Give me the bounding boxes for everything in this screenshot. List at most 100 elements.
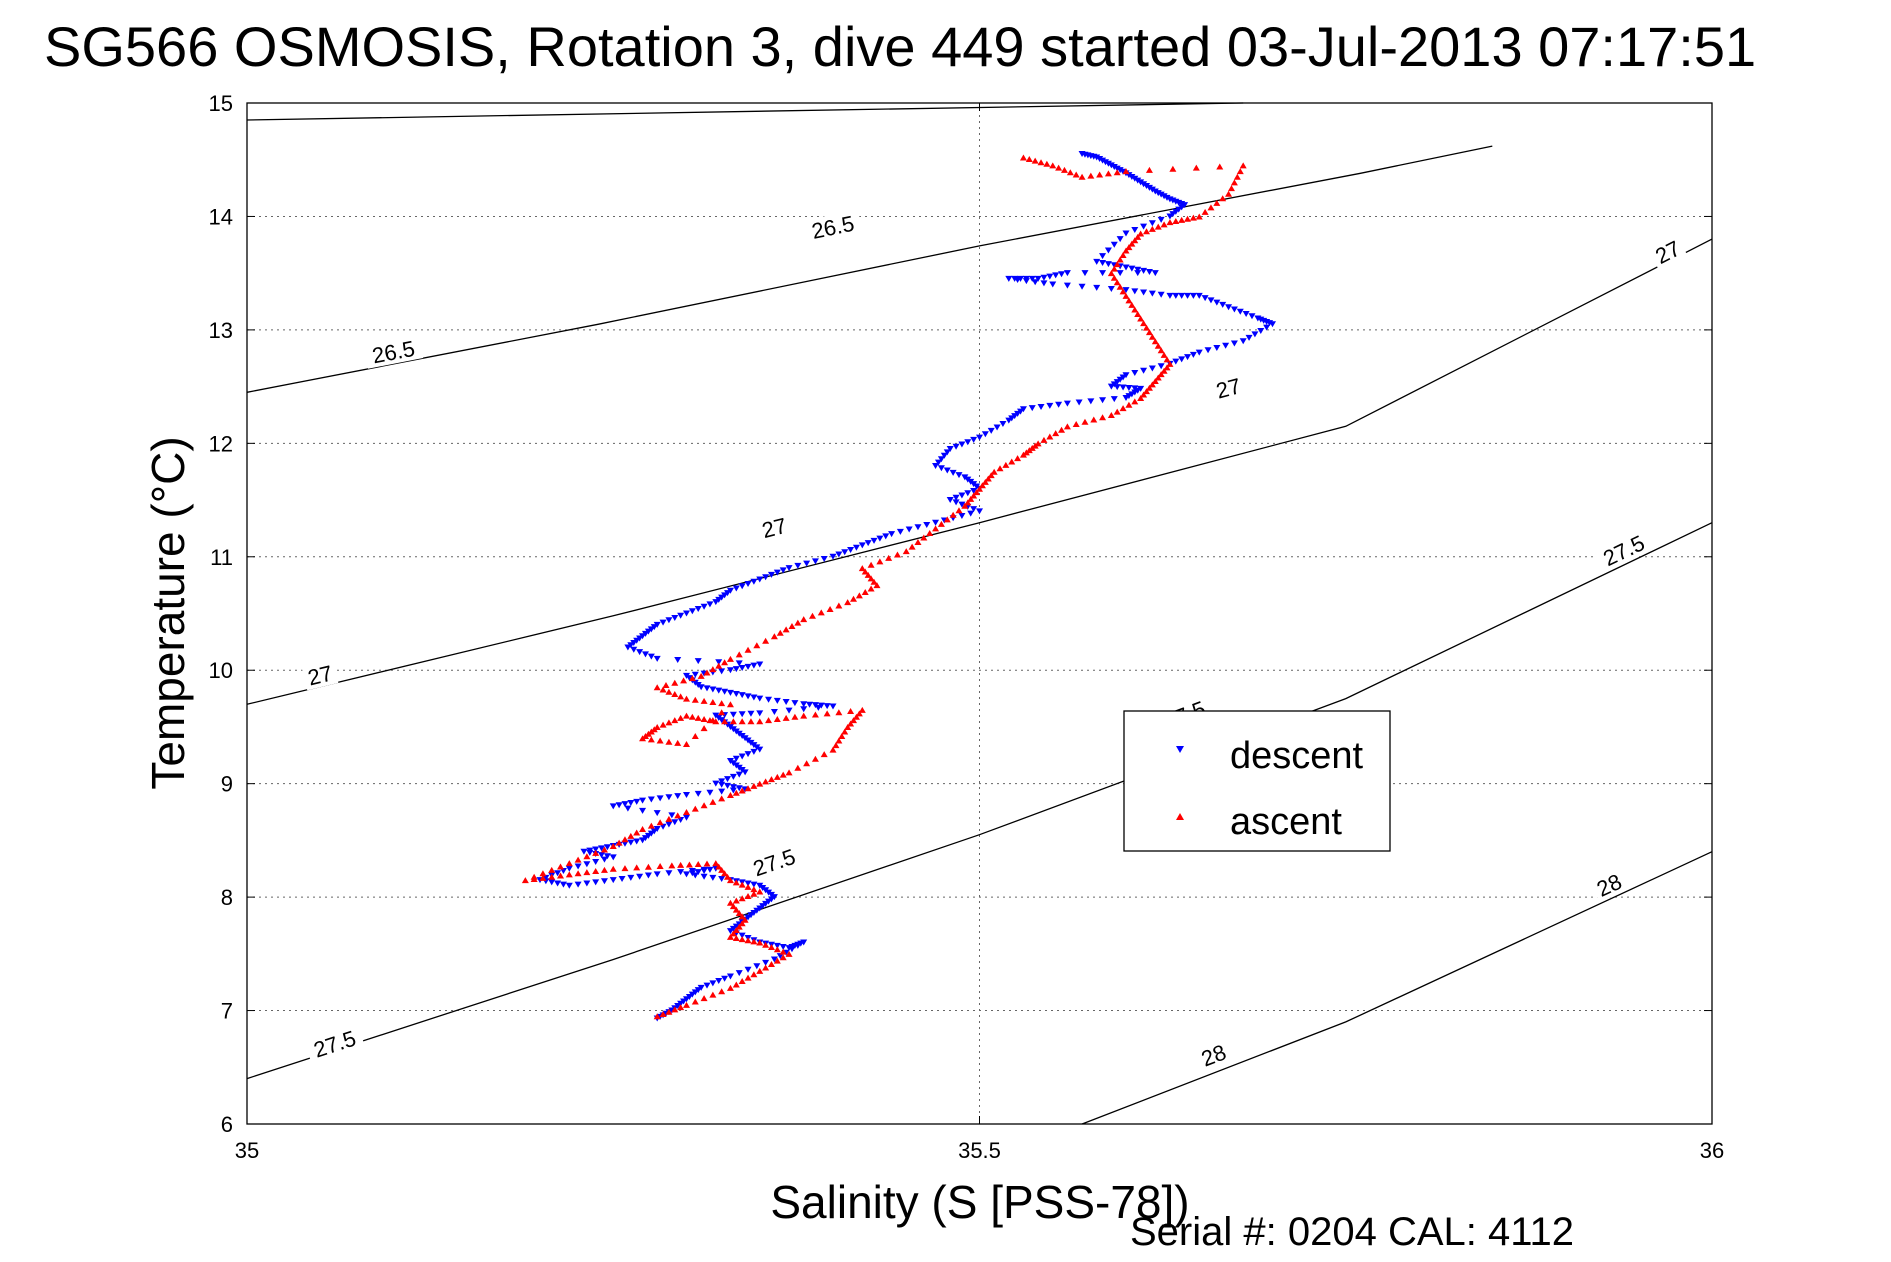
ascent-point (990, 468, 998, 475)
descent-point (574, 881, 582, 888)
ascent-point (726, 984, 734, 991)
descent-point (970, 436, 978, 443)
ascent-point (1125, 297, 1133, 304)
descent-point (574, 863, 582, 870)
descent-point (592, 846, 600, 853)
descent-point (677, 869, 685, 876)
ascent-point (1157, 347, 1165, 354)
ascent-point (1037, 159, 1045, 166)
ascent-point (847, 720, 855, 727)
ascent-point (920, 534, 928, 541)
descent-point (703, 982, 711, 989)
descent-point (923, 522, 931, 529)
ascent-point (1096, 171, 1104, 178)
ascent-point (665, 738, 673, 745)
descent-point (1040, 280, 1048, 287)
ascent-point (1154, 374, 1162, 381)
ascent-point (811, 755, 819, 762)
descent-point (1096, 156, 1104, 163)
ascent-point (688, 675, 696, 682)
ascent-point (744, 883, 752, 890)
chart-title: SG566 OSMOSIS, Rotation 3, dive 449 star… (44, 15, 1756, 78)
ascent-point (1104, 170, 1112, 177)
ascent-point (683, 809, 690, 816)
ascent-point (644, 863, 652, 870)
ascent-point (574, 870, 582, 877)
ascent-point (794, 619, 802, 626)
ascent-point (732, 934, 740, 941)
descent-point (803, 560, 811, 567)
descent-point (814, 704, 822, 711)
ascent-point (970, 492, 978, 499)
ascent-point (1113, 408, 1121, 415)
descent-point (958, 512, 966, 519)
descent-point (1140, 289, 1148, 296)
ascent-point (794, 764, 802, 771)
descent-point (744, 581, 752, 588)
descent-point (762, 959, 770, 966)
descent-point (1028, 405, 1036, 412)
ascent-point (694, 860, 702, 867)
descent-point (750, 578, 758, 585)
data-points (521, 151, 1276, 1022)
legend-ascent-label: ascent (1230, 801, 1342, 843)
descent-point (1046, 273, 1054, 280)
descent-point (738, 932, 746, 939)
descent-point (1230, 340, 1238, 347)
descent-point (1157, 291, 1165, 298)
y-tick-label: 14 (209, 204, 233, 229)
descent-point (1110, 396, 1118, 403)
ascent-point (715, 662, 723, 669)
ascent-point (691, 805, 699, 812)
ascent-point (1066, 169, 1074, 176)
descent-point (598, 852, 606, 859)
descent-point (934, 459, 942, 466)
ascent-point (1148, 381, 1156, 388)
ascent-point (776, 629, 784, 636)
ascent-point (996, 465, 1004, 472)
ascent-point (726, 933, 734, 940)
descent-point (724, 782, 732, 789)
ascent-point (1113, 279, 1121, 286)
descent-point (665, 870, 673, 877)
ascent-point (744, 974, 752, 981)
descent-point (1166, 213, 1174, 220)
ascent-point (621, 865, 629, 872)
ascent-point (873, 582, 881, 589)
ascent-point (557, 872, 565, 879)
ascent-point (1090, 416, 1098, 423)
descent-point (1128, 173, 1136, 180)
descent-point (750, 662, 758, 669)
descent-point (864, 540, 872, 547)
ascent-point (592, 849, 600, 856)
descent-point (750, 694, 758, 701)
ascent-point (639, 735, 647, 742)
descent-point (1093, 284, 1101, 291)
descent-point (609, 877, 617, 884)
ascent-point (1145, 166, 1153, 173)
ascent-point (1154, 342, 1162, 349)
descent-point (718, 875, 726, 882)
ascent-point (908, 543, 916, 550)
ascent-point (1172, 217, 1180, 224)
descent-point (773, 569, 781, 576)
descent-point (715, 978, 723, 985)
descent-point (633, 798, 641, 805)
descent-point (847, 546, 855, 553)
ascent-point (721, 870, 729, 877)
descent-point (732, 666, 740, 673)
density-contour-line (246, 522, 1713, 1080)
ascent-point (855, 592, 863, 599)
descent-point (1172, 358, 1180, 365)
ascent-point (677, 714, 685, 721)
ascent-point (665, 688, 673, 695)
ascent-point (964, 499, 972, 506)
descent-point (691, 671, 699, 678)
descent-point (993, 424, 1001, 431)
descent-point (958, 492, 966, 499)
ascent-point (762, 964, 770, 971)
descent-point (609, 803, 617, 810)
ascent-point (691, 998, 699, 1005)
descent-point (829, 553, 837, 560)
descent-point (639, 797, 647, 804)
